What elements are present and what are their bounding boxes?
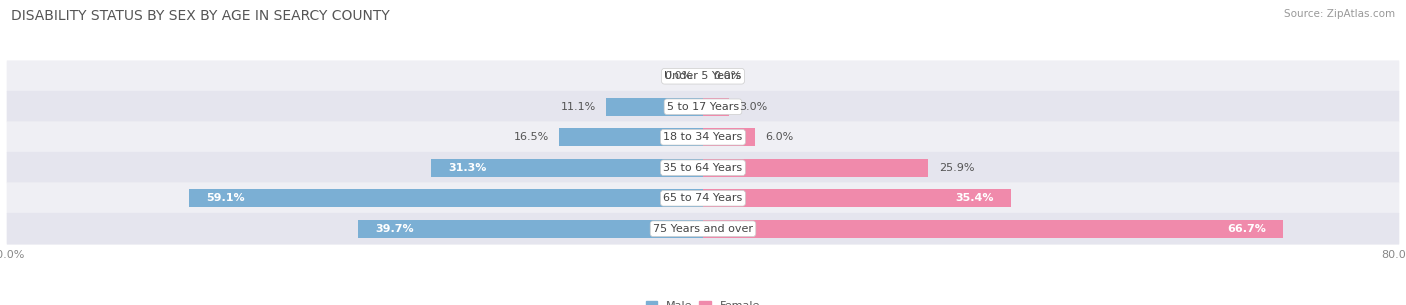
Bar <box>703 159 928 177</box>
Bar <box>357 220 703 238</box>
Text: 16.5%: 16.5% <box>513 132 548 142</box>
Bar <box>703 220 1284 238</box>
Text: 11.1%: 11.1% <box>561 102 596 112</box>
Bar <box>703 189 1011 207</box>
Text: 35.4%: 35.4% <box>955 193 994 203</box>
Text: 31.3%: 31.3% <box>449 163 486 173</box>
Text: 3.0%: 3.0% <box>740 102 768 112</box>
Text: 75 Years and over: 75 Years and over <box>652 224 754 234</box>
Bar <box>560 128 703 146</box>
FancyBboxPatch shape <box>7 60 1399 92</box>
Text: 25.9%: 25.9% <box>939 163 974 173</box>
Text: 35 to 64 Years: 35 to 64 Years <box>664 163 742 173</box>
Text: 6.0%: 6.0% <box>766 132 794 142</box>
Text: 66.7%: 66.7% <box>1227 224 1265 234</box>
Bar <box>703 128 755 146</box>
Bar <box>606 98 703 116</box>
Legend: Male, Female: Male, Female <box>641 296 765 305</box>
Text: Under 5 Years: Under 5 Years <box>665 71 741 81</box>
Text: DISABILITY STATUS BY SEX BY AGE IN SEARCY COUNTY: DISABILITY STATUS BY SEX BY AGE IN SEARC… <box>11 9 389 23</box>
Text: 0.0%: 0.0% <box>713 71 742 81</box>
Text: 59.1%: 59.1% <box>207 193 245 203</box>
FancyBboxPatch shape <box>7 121 1399 153</box>
Text: 5 to 17 Years: 5 to 17 Years <box>666 102 740 112</box>
Text: Source: ZipAtlas.com: Source: ZipAtlas.com <box>1284 9 1395 19</box>
FancyBboxPatch shape <box>7 182 1399 214</box>
Text: 39.7%: 39.7% <box>375 224 413 234</box>
FancyBboxPatch shape <box>7 91 1399 123</box>
FancyBboxPatch shape <box>7 213 1399 245</box>
FancyBboxPatch shape <box>7 152 1399 184</box>
Text: 0.0%: 0.0% <box>664 71 693 81</box>
Text: 18 to 34 Years: 18 to 34 Years <box>664 132 742 142</box>
Bar <box>188 189 703 207</box>
Text: 65 to 74 Years: 65 to 74 Years <box>664 193 742 203</box>
Bar <box>430 159 703 177</box>
Bar <box>703 98 730 116</box>
